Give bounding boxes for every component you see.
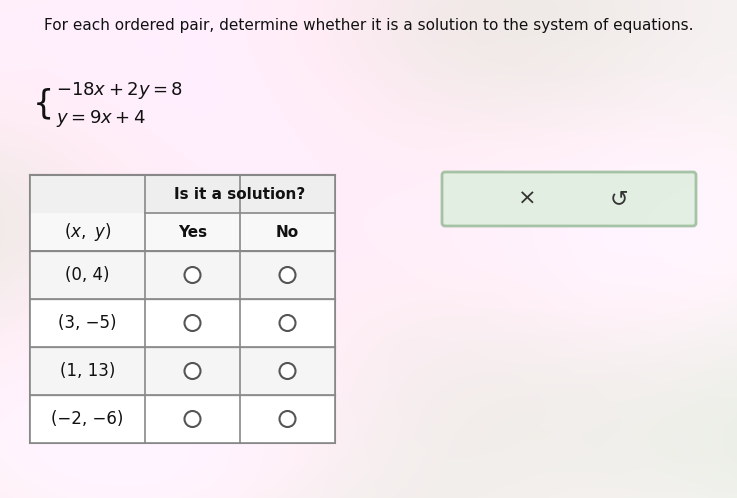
Circle shape bbox=[279, 411, 296, 427]
Text: $-18x+2y=8$: $-18x+2y=8$ bbox=[56, 80, 183, 101]
Circle shape bbox=[279, 315, 296, 331]
FancyBboxPatch shape bbox=[145, 175, 335, 213]
FancyBboxPatch shape bbox=[30, 299, 335, 347]
Text: ↺: ↺ bbox=[609, 189, 628, 209]
Circle shape bbox=[279, 267, 296, 283]
Circle shape bbox=[184, 363, 200, 379]
Text: $y=9x+4$: $y=9x+4$ bbox=[56, 108, 146, 128]
FancyBboxPatch shape bbox=[30, 251, 335, 299]
Text: For each ordered pair, determine whether it is a solution to the system of equat: For each ordered pair, determine whether… bbox=[43, 18, 694, 33]
Text: No: No bbox=[276, 225, 299, 240]
Circle shape bbox=[184, 267, 200, 283]
FancyBboxPatch shape bbox=[30, 395, 335, 443]
FancyBboxPatch shape bbox=[442, 172, 696, 226]
Text: (1, 13): (1, 13) bbox=[60, 362, 115, 380]
Text: ×: × bbox=[517, 189, 536, 209]
FancyBboxPatch shape bbox=[30, 213, 335, 251]
FancyBboxPatch shape bbox=[30, 347, 335, 395]
Text: (3, −5): (3, −5) bbox=[58, 314, 116, 332]
Text: (−2, −6): (−2, −6) bbox=[52, 410, 124, 428]
Text: Yes: Yes bbox=[178, 225, 207, 240]
Circle shape bbox=[184, 411, 200, 427]
Text: (0, 4): (0, 4) bbox=[66, 266, 110, 284]
Text: Is it a solution?: Is it a solution? bbox=[175, 186, 306, 202]
Circle shape bbox=[279, 363, 296, 379]
FancyBboxPatch shape bbox=[30, 175, 335, 213]
Text: $\{$: $\{$ bbox=[32, 87, 51, 122]
Circle shape bbox=[184, 315, 200, 331]
FancyBboxPatch shape bbox=[30, 175, 335, 443]
Text: $(x,\ y)$: $(x,\ y)$ bbox=[64, 221, 111, 243]
